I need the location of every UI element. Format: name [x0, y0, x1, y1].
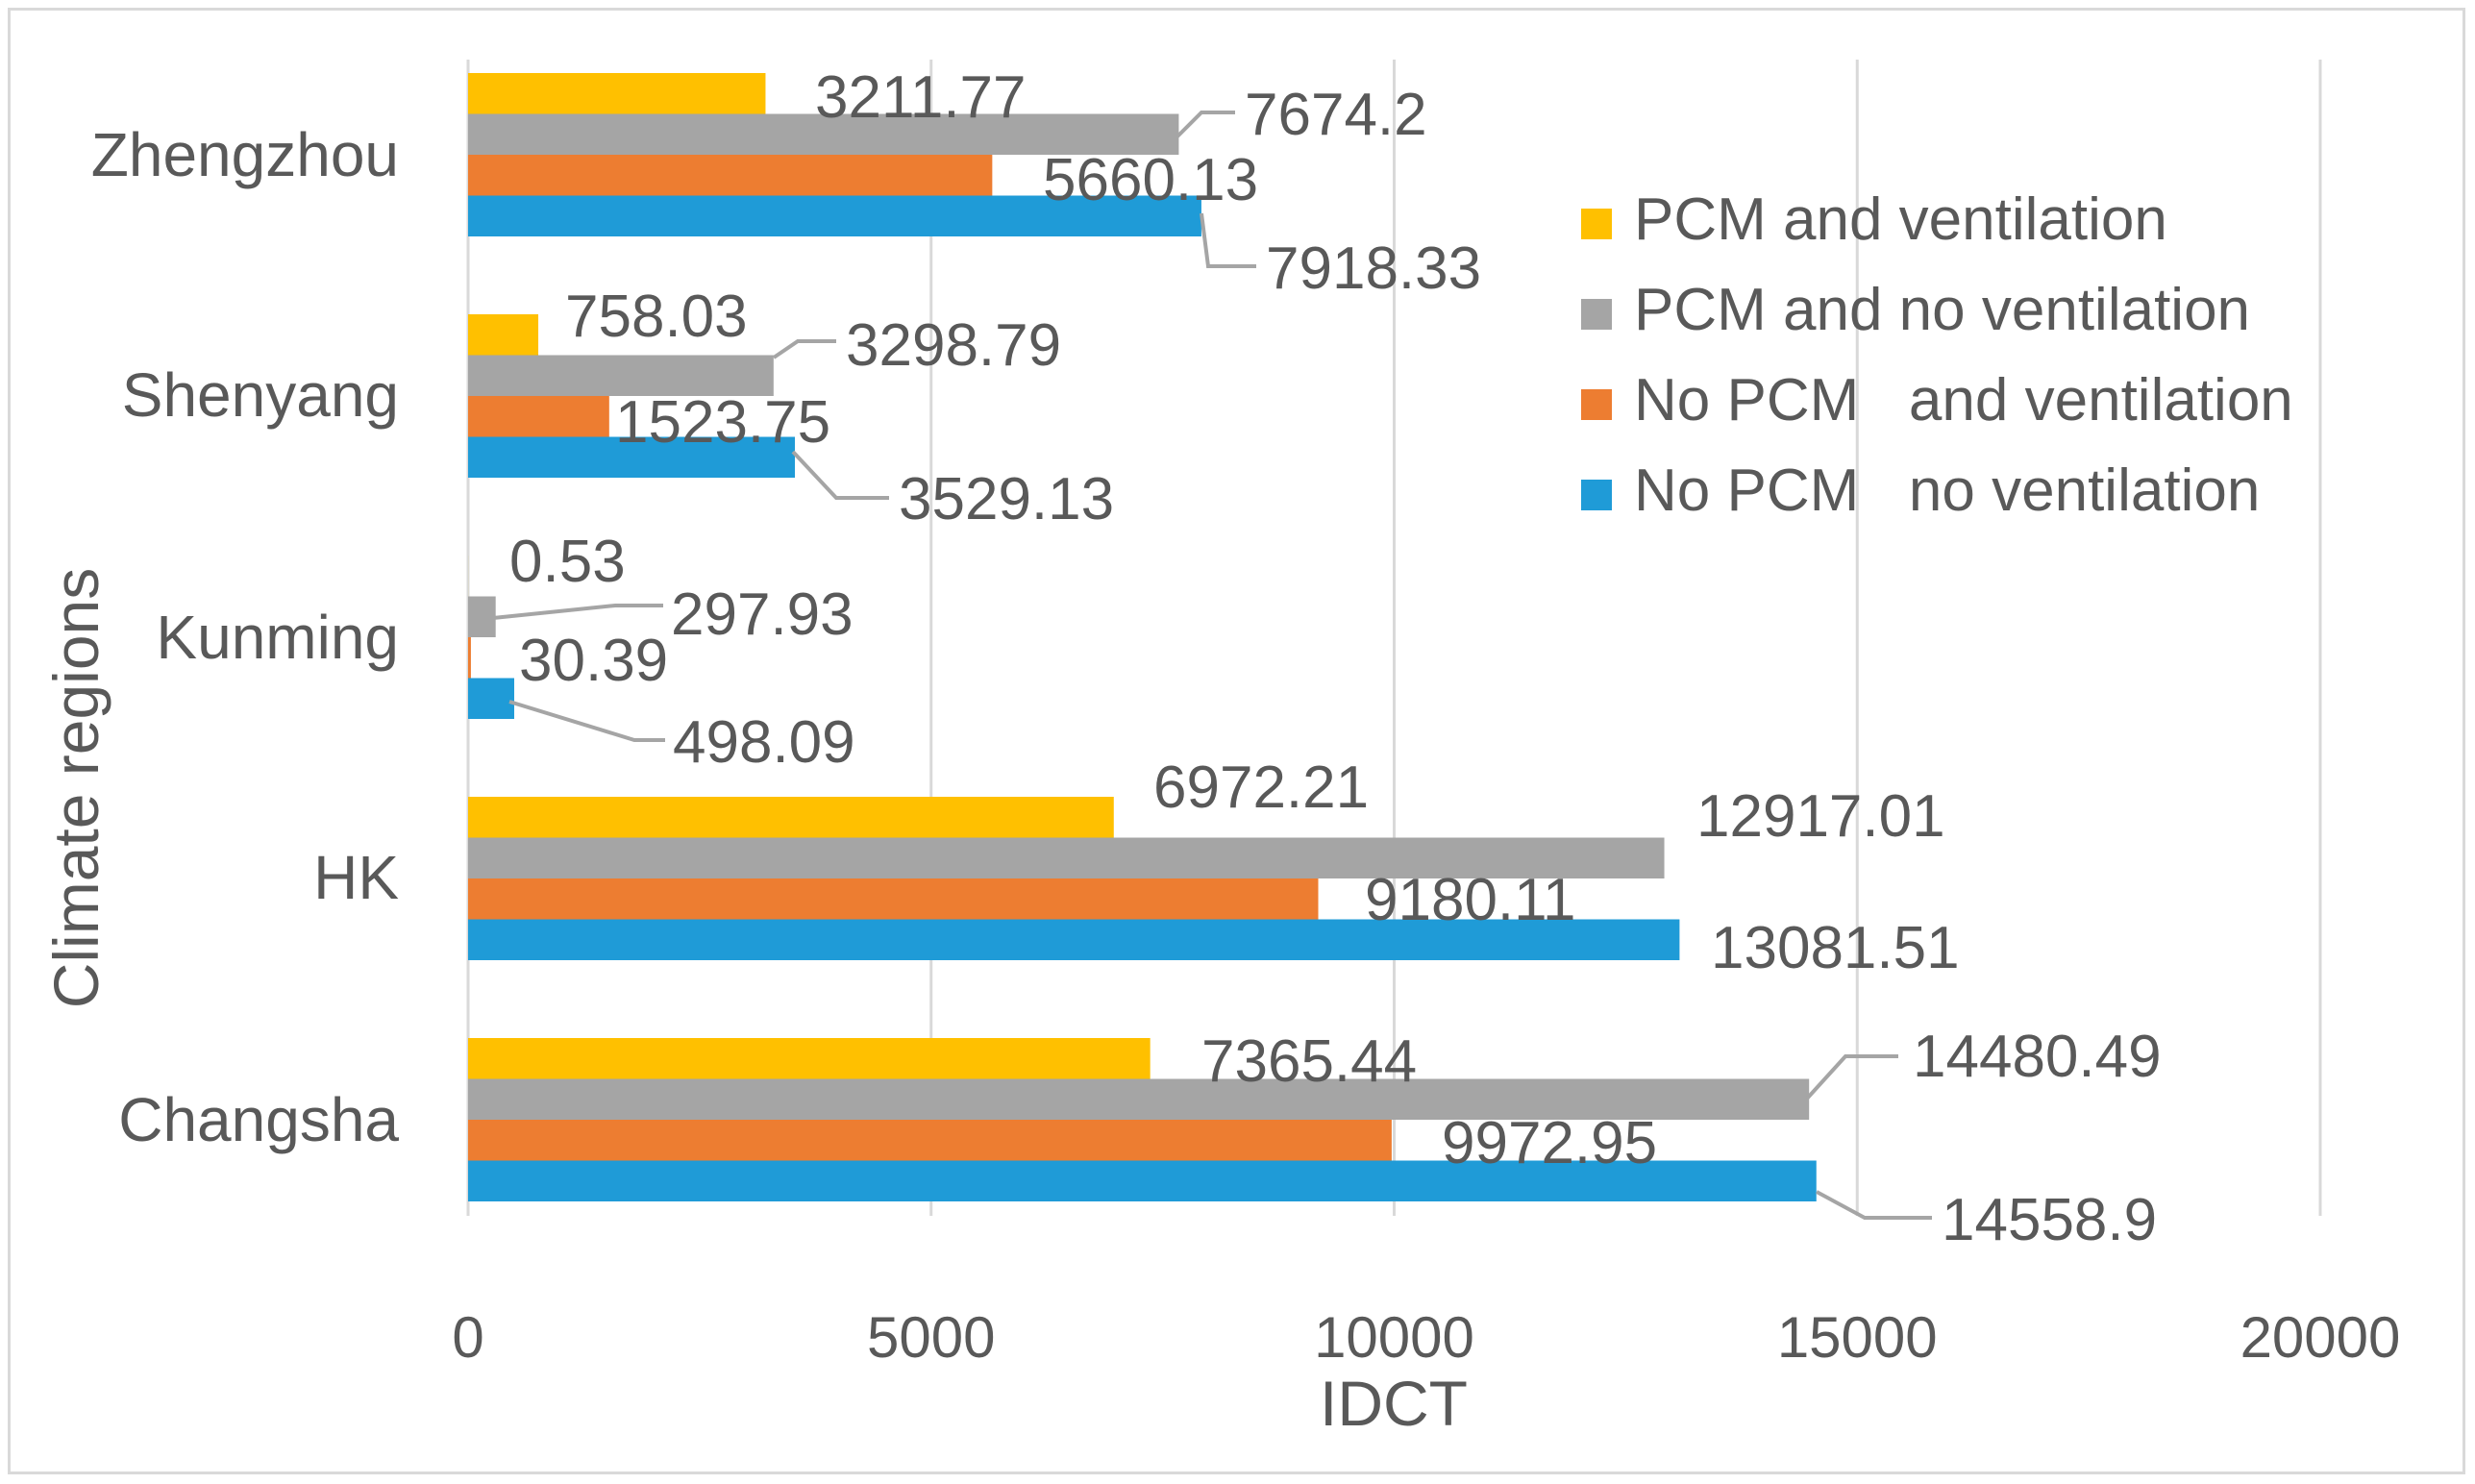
data-label-zhengzhou-s3: 5660.13	[1043, 147, 1258, 213]
bars	[468, 73, 1817, 1201]
leader-line-kunming-s4	[508, 700, 665, 742]
leader-line-zhengzhou-s4	[1200, 212, 1256, 268]
data-label-kunming-s4: 498.09	[673, 709, 855, 776]
data-label-kunming-s1: 0.53	[509, 529, 626, 595]
bar-kunming-s4	[468, 678, 514, 719]
legend-swatch-3	[1581, 389, 1612, 420]
bar-changsha-s3	[468, 1120, 1392, 1161]
bar-zhengzhou-s3	[468, 155, 993, 196]
bar-zhengzhou-s4	[468, 195, 1201, 236]
leader-line-shenyang-s2	[772, 339, 836, 359]
bar-hk-s1	[468, 797, 1114, 838]
data-label-shenyang-s2: 3298.79	[846, 312, 1061, 379]
category-label-zhengzhou: Zhengzhou	[91, 120, 399, 189]
bar-shenyang-s4	[468, 436, 796, 478]
leader-line-shenyang-s4	[791, 450, 889, 500]
legend-label-3: No PCM and ventilation	[1634, 367, 2293, 433]
category-label-hk: HK	[313, 843, 399, 912]
legend-swatch-4	[1581, 480, 1612, 510]
data-label-shenyang-s3: 1523.75	[615, 389, 830, 456]
data-label-changsha-s2: 14480.49	[1913, 1024, 2162, 1090]
x-tick-label-0: 0	[452, 1305, 483, 1370]
data-label-hk-s1: 6972.21	[1153, 754, 1369, 821]
category-label-shenyang: Shenyang	[122, 360, 399, 430]
data-label-hk-s4: 13081.51	[1711, 915, 1960, 981]
bar-kunming-s2	[468, 596, 496, 637]
bar-hk-s4	[468, 919, 1680, 960]
data-label-zhengzhou-s4: 7918.33	[1266, 235, 1481, 302]
x-tick-label-20000: 20000	[2240, 1305, 2401, 1370]
y-axis-title: Climate regions	[40, 568, 111, 1009]
gridlines	[466, 60, 2322, 1216]
data-label-shenyang-s4: 3529.13	[899, 466, 1114, 532]
bar-zhengzhou-s1	[468, 73, 766, 114]
legend: PCM and ventilation PCM and no ventilatio…	[1581, 186, 2293, 524]
legend-swatch-1	[1581, 209, 1612, 239]
data-label-changsha-s3: 9972.95	[1442, 1110, 1657, 1176]
category-label-changsha: Changsha	[118, 1085, 399, 1154]
data-label-hk-s3: 9180.11	[1365, 867, 1576, 933]
bar-changsha-s4	[468, 1160, 1817, 1201]
bar-changsha-s2	[468, 1078, 1810, 1120]
data-label-kunming-s2: 297.93	[671, 581, 854, 648]
bar-shenyang-s3	[468, 396, 609, 437]
x-tick-label-15000: 15000	[1777, 1305, 1938, 1370]
legend-label-4: No PCM no ventilation	[1634, 458, 2260, 524]
legend-label-2: PCM and no ventilation	[1634, 277, 2250, 343]
x-axis-title: IDCT	[1320, 1368, 1468, 1439]
legend-swatch-2	[1581, 299, 1612, 330]
bar-shenyang-s1	[468, 314, 539, 356]
data-labels: 7365.44 14480.49 9972.95 14558.9 6972.21 1291…	[509, 64, 2162, 1253]
leader-line-changsha-s4	[1816, 1190, 1932, 1220]
data-label-zhengzhou-s1: 3211.77	[815, 64, 1027, 131]
axes: IDCT Climate regions 0 5000 10000 15000 2000…	[40, 120, 2400, 1439]
data-label-zhengzhou-s2: 7674.2	[1245, 82, 1427, 148]
data-label-changsha-s1: 7365.44	[1201, 1028, 1417, 1095]
bar-shenyang-s2	[468, 355, 774, 396]
bar-kunming-s3	[468, 637, 471, 679]
legend-label-1: PCM and ventilation	[1634, 186, 2167, 253]
category-label-kunming: Kunming	[156, 603, 399, 672]
leader-line-kunming-s2	[492, 604, 663, 620]
data-label-hk-s2: 12917.01	[1696, 783, 1945, 850]
leader-line-changsha-s2	[1805, 1054, 1898, 1101]
data-label-changsha-s4: 14558.9	[1942, 1187, 2157, 1253]
data-label-shenyang-s1: 758.03	[565, 284, 748, 350]
bar-hk-s3	[468, 878, 1319, 920]
x-tick-label-10000: 10000	[1314, 1305, 1474, 1370]
data-label-kunming-s3: 30.39	[519, 628, 668, 694]
leader-line-zhengzhou-s2	[1176, 111, 1235, 138]
bar-zhengzhou-s2	[468, 113, 1179, 155]
chart-frame	[8, 8, 2465, 1474]
leader-lines	[492, 111, 1932, 1220]
bar-changsha-s1	[468, 1038, 1151, 1079]
x-tick-label-5000: 5000	[867, 1305, 995, 1370]
bar-hk-s2	[468, 837, 1665, 878]
